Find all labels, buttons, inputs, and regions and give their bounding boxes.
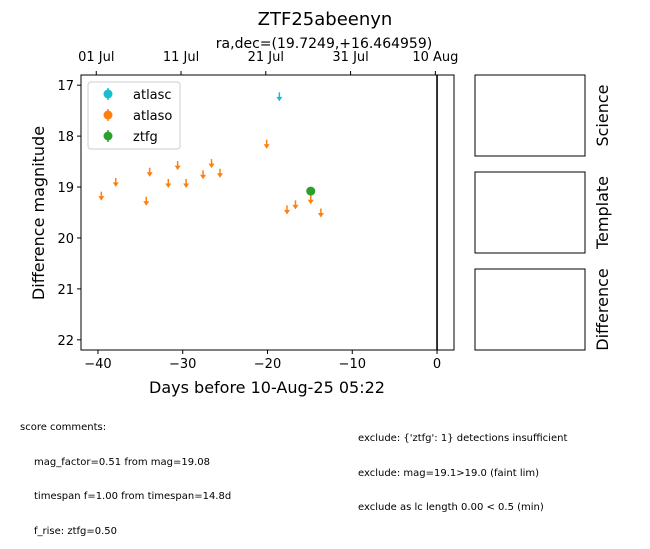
- x-tick-label: −20: [254, 357, 281, 372]
- arrow-head: [317, 212, 324, 218]
- x-axis-label: Days before 10-Aug-25 05:22: [149, 378, 385, 397]
- exclusion-line: exclude: mag=19.1>19.0 (faint lim): [358, 467, 540, 479]
- x-tick-label: −10: [339, 357, 366, 372]
- arrow-head: [292, 204, 299, 210]
- upper-limit-arrow: [165, 178, 172, 188]
- arrow-head: [307, 199, 314, 205]
- legend-box: [87, 81, 181, 150]
- arrow-head: [165, 183, 172, 188]
- y-tick-label: 19: [57, 181, 74, 196]
- upper-limit-arrow: [208, 159, 215, 169]
- arrow-head: [143, 201, 150, 206]
- upper-limit-arrow: [98, 191, 105, 201]
- x-tick-label: −40: [84, 357, 111, 372]
- x-axis: −40 −30 −20 −10 0: [84, 350, 441, 372]
- x-tick-label: −30: [169, 357, 196, 372]
- series-ztfg: [306, 186, 316, 196]
- series-atlaso: [98, 139, 324, 218]
- legend: atlasc atlaso ztfg: [87, 81, 181, 150]
- detection-point: [306, 186, 316, 196]
- upper-limit-arrow: [112, 177, 119, 187]
- score-comment-line: timespan f=1.00 from timespan=14.8d: [34, 491, 232, 502]
- panel-label: Science: [593, 84, 612, 146]
- panel-science: [474, 74, 586, 157]
- exclusion-line: exclude as lc length 0.00 < 0.5 (min): [358, 502, 544, 513]
- legend-label: atlaso: [133, 109, 172, 124]
- upper-limit-arrow: [217, 168, 224, 178]
- arrow-head: [98, 196, 105, 201]
- y-tick-label: 20: [57, 232, 74, 247]
- top-tick-label: 31 Jul: [332, 50, 368, 65]
- legend-marker: [103, 110, 113, 120]
- arrow-head: [112, 182, 119, 187]
- upper-limit-arrow: [143, 196, 150, 206]
- arrow-head: [183, 183, 190, 188]
- y-tick-label: 21: [57, 283, 74, 298]
- y-tick-label: 22: [57, 334, 74, 349]
- top-tick-label: 01 Jul: [78, 50, 114, 65]
- upper-limit-arrow: [276, 92, 283, 102]
- arrow-head: [263, 144, 270, 149]
- lightcurve-figure: ZTF25abeenyn ra,dec=(19.7249,+16.464959)…: [29, 9, 612, 397]
- score-comment-line: f_rise: ztfg=0.50: [34, 525, 118, 537]
- y-tick-label: 17: [57, 79, 74, 94]
- panel-label: Difference: [593, 268, 612, 350]
- exclusion-notes: exclude: {'ztfg': 1} detections insuffic…: [358, 410, 567, 525]
- x-tick-label: 0: [433, 357, 441, 372]
- legend-label: atlasc: [133, 88, 172, 103]
- top-date-axis: 01 Jul 11 Jul 21 Jul 31 Jul 10 Aug: [78, 50, 458, 75]
- arrow-head: [276, 96, 283, 102]
- arrow-head: [217, 173, 224, 178]
- upper-limit-arrow: [183, 178, 190, 188]
- upper-limit-arrow: [146, 167, 153, 177]
- score-comments: score comments: mag_factor=0.51 from mag…: [20, 399, 231, 549]
- arrow-head: [146, 172, 153, 177]
- upper-limit-arrow: [263, 139, 270, 149]
- exclusion-line: exclude: {'ztfg': 1} detections insuffic…: [358, 433, 568, 444]
- arrow-head: [200, 174, 207, 180]
- score-comments-header: score comments:: [20, 422, 107, 433]
- upper-limit-arrow: [292, 200, 299, 210]
- top-tick-label: 10 Aug: [412, 50, 458, 65]
- upper-limit-arrow: [200, 170, 207, 180]
- image-panels: Science Template Difference: [474, 74, 612, 351]
- panel-difference: [474, 268, 586, 351]
- arrow-head: [208, 163, 215, 169]
- upper-limit-arrow: [283, 205, 290, 215]
- y-axis: 17 18 19 20 21 22: [57, 79, 81, 349]
- chart-subtitle: ra,dec=(19.7249,+16.464959): [216, 36, 432, 52]
- y-axis-label: Difference magnitude: [29, 126, 48, 300]
- legend-label: ztfg: [133, 130, 158, 145]
- legend-marker: [103, 131, 113, 141]
- upper-limit-arrow: [174, 161, 181, 171]
- y-tick-label: 18: [57, 130, 74, 145]
- top-tick-label: 21 Jul: [248, 50, 284, 65]
- panel-template: [474, 171, 586, 254]
- top-tick-label: 11 Jul: [163, 50, 199, 65]
- data-marks: [98, 75, 438, 350]
- arrow-head: [174, 165, 181, 171]
- legend-marker: [103, 89, 113, 99]
- arrow-head: [283, 209, 290, 215]
- series-atlasc: [276, 92, 283, 102]
- score-comment-line: mag_factor=0.51 from mag=19.08: [34, 456, 211, 468]
- panel-label: Template: [593, 176, 612, 250]
- chart-title: ZTF25abeenyn: [258, 9, 393, 30]
- upper-limit-arrow: [317, 208, 324, 218]
- upper-limit-arrow: [307, 195, 314, 205]
